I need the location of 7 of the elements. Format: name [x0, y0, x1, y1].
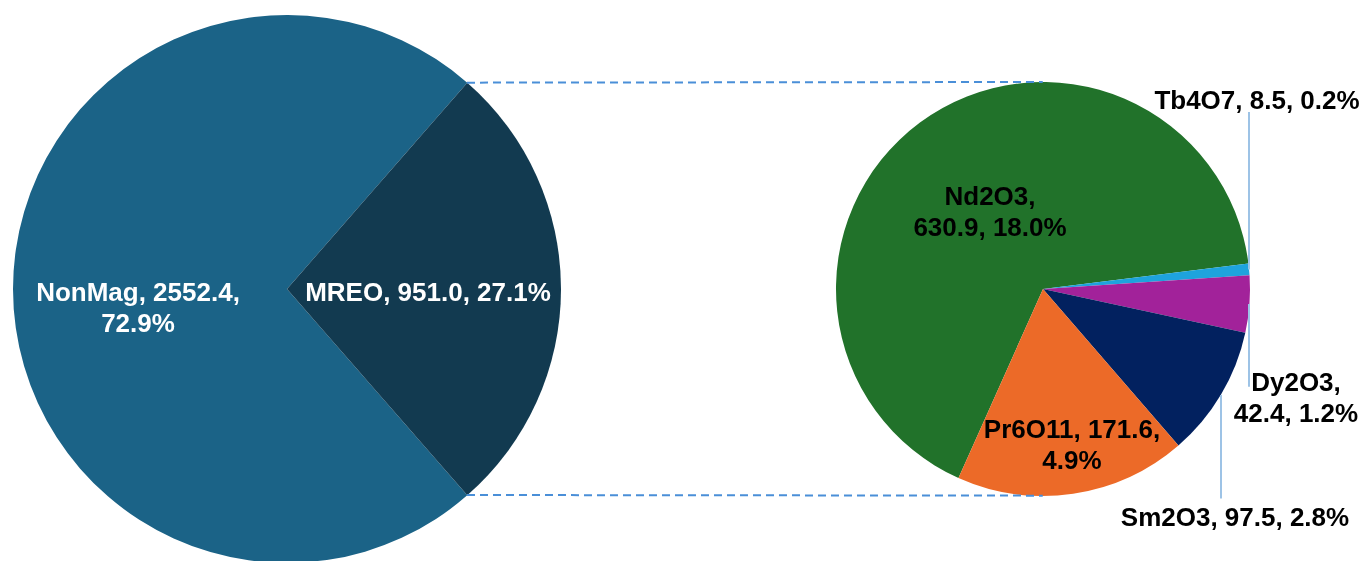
slice-label: Pr6O11, 171.6, 4.9% [983, 413, 1161, 476]
slice-label: MREO, 951.0, 27.1% [305, 276, 551, 308]
slice-label: Nd2O3, 630.9, 18.0% [913, 180, 1067, 243]
slice-label: Dy2O3, 42.4, 1.2% [1233, 366, 1359, 429]
slice-label: Sm2O3, 97.5, 2.8% [1120, 501, 1350, 533]
slice-label: NonMag, 2552.4, 72.9% [36, 276, 240, 339]
slice-label: Tb4O7, 8.5, 0.2% [1154, 84, 1360, 116]
